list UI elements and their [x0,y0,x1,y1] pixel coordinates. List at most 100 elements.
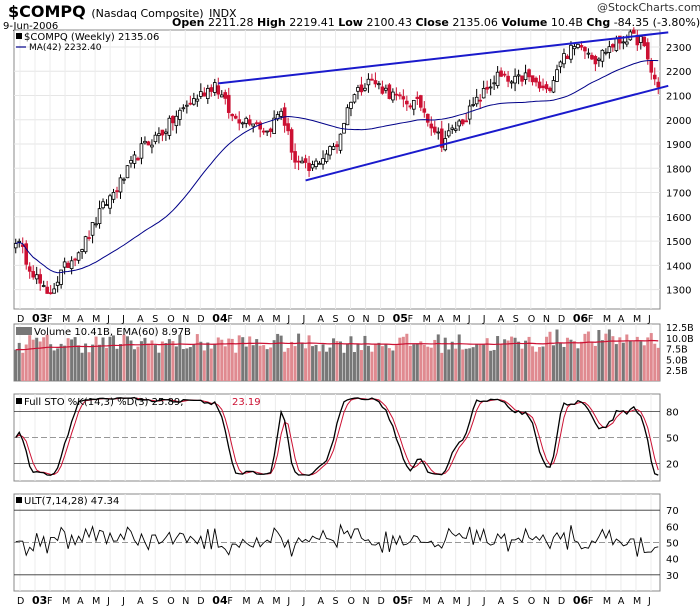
candle-body [167,117,172,136]
candle-body [104,204,109,206]
candle-body [94,223,98,226]
volume-bar [258,345,262,381]
candle-body [268,128,273,132]
candle-body [625,41,629,45]
candle-body [586,52,591,55]
volume-bar [401,336,405,381]
x-tick-label: 04 [212,312,228,325]
candle-body [439,128,444,148]
x-tick-label: A [77,314,84,325]
volume-bar [293,346,297,381]
candle-body [331,146,336,150]
x-tick-label: M [633,314,641,325]
x-tick-label: J [301,314,305,325]
volume-bar [639,341,643,381]
x-tick-label: M [92,596,100,607]
volume-bar [216,337,220,381]
x-tick-label: 06 [573,312,589,325]
index-name: (Nasdaq Composite) [91,7,204,20]
volume-bar [63,345,67,381]
candle-body [216,85,221,95]
legend-swatch-price [16,33,22,39]
volume-bar [503,339,507,381]
candle-body [412,99,416,110]
candle-body [136,157,140,161]
y-tick-label: 50 [666,539,679,550]
x-tick-label: A [618,314,625,325]
candle-body [212,82,217,93]
candle-body [352,94,357,103]
candle-body [97,208,102,224]
volume-bar [572,341,576,381]
quote-date: 9-Jun-2006 [3,21,59,32]
volume-bar [244,346,248,381]
candle-body [272,117,276,134]
volume-bar [262,345,266,381]
candle-body [408,105,413,108]
x-tick-label: F [227,596,232,607]
x-tick-label: D [558,596,565,607]
x-tick-label: F [588,314,593,325]
x-tick-label: S [513,314,519,325]
candle-body [506,75,510,82]
candle-body [638,36,643,43]
x-tick-label: O [528,314,535,325]
volume-bar [541,346,545,381]
brand-logo: @StockCharts.com [597,1,700,14]
x-tick-label: M [423,596,431,607]
volume-bar [499,343,503,381]
volume-bar [656,347,660,381]
x-tick-label: A [137,596,144,607]
volume-bar [356,344,360,381]
candle-body [558,61,563,68]
volume-bar [551,345,555,381]
volume-bar [517,341,521,381]
volume-bar [579,341,583,381]
candle-body [83,236,88,253]
volume-bar [398,337,402,381]
candle-body [219,94,224,98]
volume-bar [475,344,479,381]
candle-body [384,87,388,91]
volume-bar [80,352,84,381]
volume-bar [408,345,412,381]
volume-bar [527,336,531,381]
volume-bar [384,343,388,381]
candle-body [153,134,158,143]
legend-swatch-sto [16,398,22,404]
volume-bar [136,346,140,381]
candle-body [499,70,503,77]
low-label: Low [338,16,363,29]
candle-body [139,143,144,159]
symbol: $COMPQ [8,2,86,21]
volume-bar [230,338,234,381]
volume-bar [52,350,56,381]
exchange: INDX [209,7,237,20]
candle-body [359,84,364,93]
x-tick-label: M [272,596,280,607]
volume-bar [429,347,433,381]
volume-bar [558,343,562,381]
candle-body [576,43,580,48]
volume-bar [394,345,398,381]
x-tick-label: D [197,314,204,325]
volume-bar [642,345,646,381]
volume-bar [174,346,178,381]
x-tick-label: S [152,596,158,607]
x-tick-label: D [197,596,204,607]
candle-body [572,46,577,50]
high-value: 2219.41 [289,16,335,29]
candle-body [600,49,605,62]
x-tick-label: M [62,596,70,607]
volume-bar [119,344,123,381]
volume-bar [220,339,224,381]
candle-body [34,274,39,280]
x-tick-label: S [332,596,338,607]
y-tick-label: 2200 [666,67,691,78]
candle-body [544,84,549,90]
x-tick-label: F [408,314,413,325]
candle-body [338,133,343,151]
candle-body [125,165,130,179]
candle-body [108,195,112,209]
x-tick-label: F [47,314,52,325]
